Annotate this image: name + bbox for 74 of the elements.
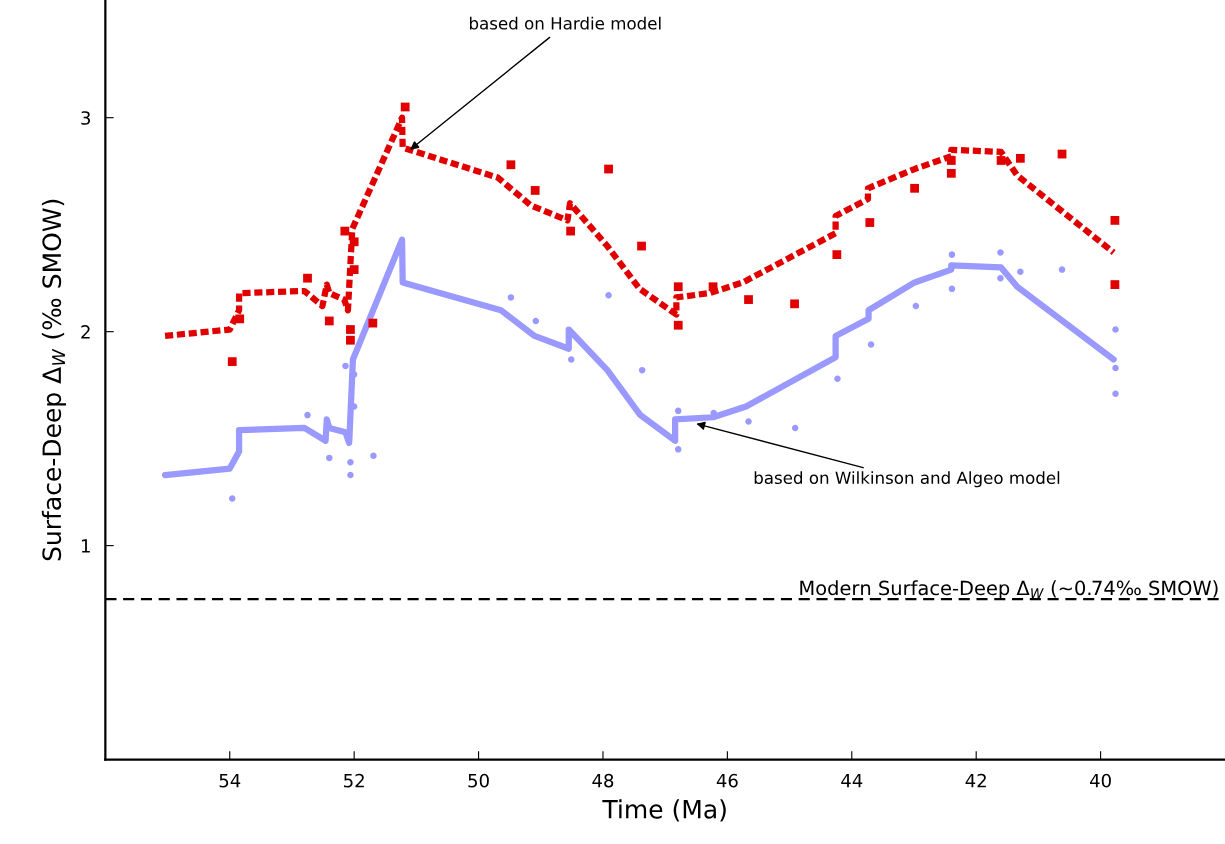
point (948, 251, 956, 258)
point (326, 454, 333, 462)
x-tick-label: 52 (344, 773, 364, 788)
point (867, 341, 875, 348)
annotation: based on Hardie model (469, 16, 661, 30)
point (530, 186, 540, 195)
point (532, 317, 540, 325)
point (832, 250, 842, 260)
point (910, 183, 919, 193)
point (996, 156, 1006, 165)
point (400, 102, 410, 112)
point (673, 282, 683, 292)
point (1112, 364, 1119, 372)
point (674, 446, 682, 453)
point (566, 226, 576, 236)
point (744, 295, 753, 304)
point (790, 299, 799, 309)
point (1015, 153, 1025, 163)
x-tick-label: 50 (468, 773, 489, 788)
point (347, 471, 354, 479)
point (324, 316, 334, 326)
point (865, 218, 875, 227)
point (346, 325, 355, 334)
annotation: based on Wilkinson and Algeo model (754, 471, 1060, 488)
x-tick-label: 54 (219, 774, 241, 788)
x-tick-label: 42 (965, 773, 986, 788)
point (567, 356, 575, 363)
point (997, 274, 1004, 282)
y-tick-label: 2 (81, 325, 90, 339)
point (303, 273, 312, 283)
point (1110, 216, 1120, 225)
point (506, 160, 516, 170)
point (605, 292, 612, 299)
x-tick-label: 48 (592, 773, 614, 788)
x-axis-title: Time (Ma) (602, 799, 726, 822)
point (674, 407, 682, 415)
point (946, 156, 956, 165)
point (604, 164, 613, 174)
point (673, 320, 683, 330)
point (347, 458, 354, 466)
point (228, 495, 236, 502)
point (235, 314, 245, 324)
point (304, 411, 311, 419)
point (507, 294, 515, 301)
point (708, 282, 718, 292)
y-tick-label: 1 (81, 539, 90, 553)
point (1058, 266, 1066, 273)
y-axis-title: Surface-Deep Δ$_{W}$ (‰ SMOW) (41, 199, 67, 561)
point (997, 249, 1004, 256)
point (946, 168, 956, 178)
point (349, 265, 359, 274)
point (948, 285, 956, 293)
point (342, 362, 349, 370)
point (912, 302, 920, 310)
x-tick-label: 40 (1089, 773, 1111, 788)
ref-line-label: Modern Surface-Deep Δ$_{W}$ (~0.74‰ SMOW) (800, 580, 1218, 600)
point (370, 452, 377, 460)
point (346, 335, 355, 345)
x-tick-label: 46 (716, 773, 738, 788)
point (834, 375, 841, 382)
point (638, 366, 646, 374)
point (1112, 390, 1119, 397)
point (791, 424, 799, 432)
x-tick-label: 44 (841, 774, 863, 788)
y-tick-label: 3 (81, 111, 91, 125)
point (340, 226, 350, 236)
point (1112, 326, 1119, 333)
point (745, 418, 752, 425)
point (227, 357, 237, 366)
point (1017, 268, 1024, 275)
point (349, 237, 359, 247)
point (637, 241, 646, 251)
point (1110, 280, 1120, 289)
point (368, 318, 378, 328)
